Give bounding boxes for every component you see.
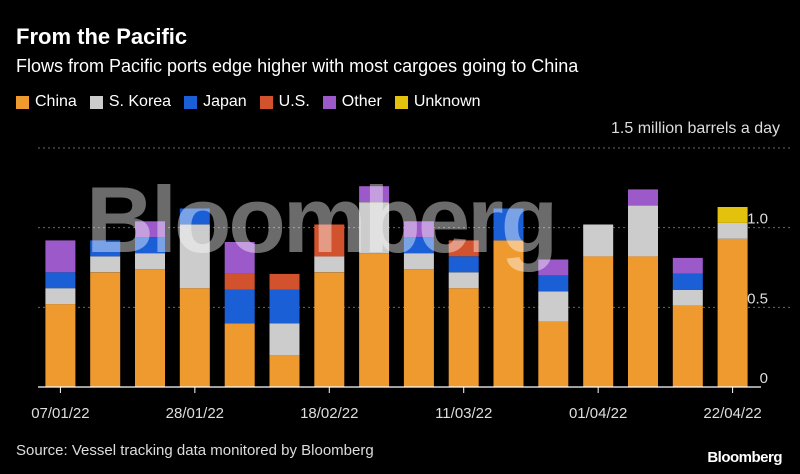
legend-swatch-china: [16, 95, 29, 109]
bar-segment-other: [403, 221, 434, 238]
bar-segment-china: [224, 323, 255, 387]
bar-segment-u-s: [224, 273, 255, 290]
legend-item-other: Other: [322, 93, 382, 111]
bar-segment-s-korea: [359, 202, 390, 254]
legend-swatch-japan: [184, 95, 198, 109]
bar-segment-china: [90, 272, 121, 387]
bar-segment-japan: [448, 256, 479, 273]
bar-segment-s-korea: [628, 205, 658, 257]
watermark: Bloomberg: [86, 167, 558, 272]
bar-segment-china: [448, 288, 479, 387]
bar-segment-s-korea: [583, 224, 614, 257]
legend-item-japan: Japan: [184, 93, 247, 111]
bar-segment-u-s: [314, 224, 345, 257]
bar-segment-japan: [135, 237, 165, 254]
bar-segment-japan: [45, 272, 76, 289]
x-tick-label: 07/01/22: [31, 405, 89, 422]
bar-segment-u-s: [269, 273, 300, 290]
source-note: Source: Vessel tracking data monitored b…: [16, 442, 374, 459]
y-tick-label: 0: [760, 370, 768, 387]
y-tick-label: 1.0: [747, 211, 768, 228]
bar-segment-other: [135, 221, 165, 238]
bar-segment-china: [314, 272, 345, 387]
bar-segment-japan: [179, 208, 210, 225]
bar-segment-japan: [672, 273, 703, 290]
bar-segment-other: [538, 259, 569, 276]
bar-segment-china: [179, 288, 210, 387]
bar-segment-other: [359, 186, 390, 203]
bar-segment-u-s: [448, 240, 479, 257]
bar-segment-s-korea: [135, 253, 165, 270]
bar-segment-s-korea: [269, 323, 300, 356]
bar-segment-china: [493, 240, 524, 387]
bar-segment-s-korea: [90, 256, 121, 273]
x-tick-label: 22/04/22: [703, 405, 761, 422]
x-tick-label: 18/02/22: [300, 405, 358, 422]
bar-segment-japan: [269, 289, 300, 324]
legend-item-china: China: [16, 93, 77, 111]
bar-segment-japan: [538, 275, 569, 292]
bar-segment-china: [583, 256, 614, 387]
legend-label-other: Other: [341, 93, 382, 110]
legend: China S. Korea Japan U.S. Other Unknown: [16, 93, 481, 111]
bar-segment-s-korea: [45, 288, 76, 305]
bar-segment-china: [672, 305, 703, 387]
bloomberg-logo: Bloomberg: [707, 449, 782, 466]
bar-segment-china: [269, 355, 300, 387]
legend-item-unknown: Unknown: [394, 93, 481, 111]
unit-label: 1.5 million barrels a day: [611, 120, 780, 137]
bar-segment-japan: [90, 240, 121, 257]
legend-item-s-korea: S. Korea: [89, 93, 172, 111]
bar-segment-china: [359, 253, 390, 387]
bar-segment-china: [135, 269, 165, 387]
chart-title: From the Pacific: [16, 24, 188, 49]
bar-segment-other: [45, 240, 76, 273]
legend-item-us: U.S.: [259, 93, 310, 111]
legend-swatch-s-korea: [89, 95, 103, 109]
legend-label-s-korea: S. Korea: [108, 93, 172, 110]
bar-segment-japan: [224, 289, 255, 324]
bar-segment-other: [224, 242, 255, 274]
bar-segment-s-korea: [717, 222, 748, 239]
x-tick-label: 11/03/22: [435, 405, 492, 422]
bar-segment-japan: [493, 208, 524, 241]
bar-segment-s-korea: [179, 224, 210, 289]
bar-segment-china: [403, 269, 434, 387]
bar-segment-s-korea: [448, 272, 479, 289]
bar-segment-china: [538, 321, 569, 387]
y-tick-label: 0.5: [747, 290, 768, 307]
legend-label-japan: Japan: [203, 93, 247, 110]
bar-segment-s-korea: [672, 289, 703, 306]
bar-segment-unknown: [717, 207, 748, 223]
bar-segment-china: [45, 304, 76, 387]
bar-segment-other: [672, 257, 703, 274]
bar-segment-s-korea: [538, 291, 569, 322]
bar-segment-s-korea: [403, 253, 434, 270]
legend-swatch-us: [259, 95, 273, 109]
bar-segment-s-korea: [314, 256, 345, 273]
legend-label-china: China: [35, 93, 77, 110]
legend-swatch-other: [322, 95, 336, 109]
x-tick-label: 01/04/22: [569, 405, 627, 422]
bar-segment-japan: [403, 237, 434, 254]
x-tick-label: 28/01/22: [166, 405, 224, 422]
legend-label-us: U.S.: [278, 93, 310, 110]
bar-segment-china: [628, 256, 658, 387]
bar-segment-china: [717, 238, 748, 387]
chart-subtitle: Flows from Pacific ports edge higher wit…: [16, 56, 579, 76]
legend-label-unknown: Unknown: [413, 93, 481, 110]
legend-swatch-unknown: [394, 95, 408, 109]
bar-segment-other: [628, 189, 658, 206]
